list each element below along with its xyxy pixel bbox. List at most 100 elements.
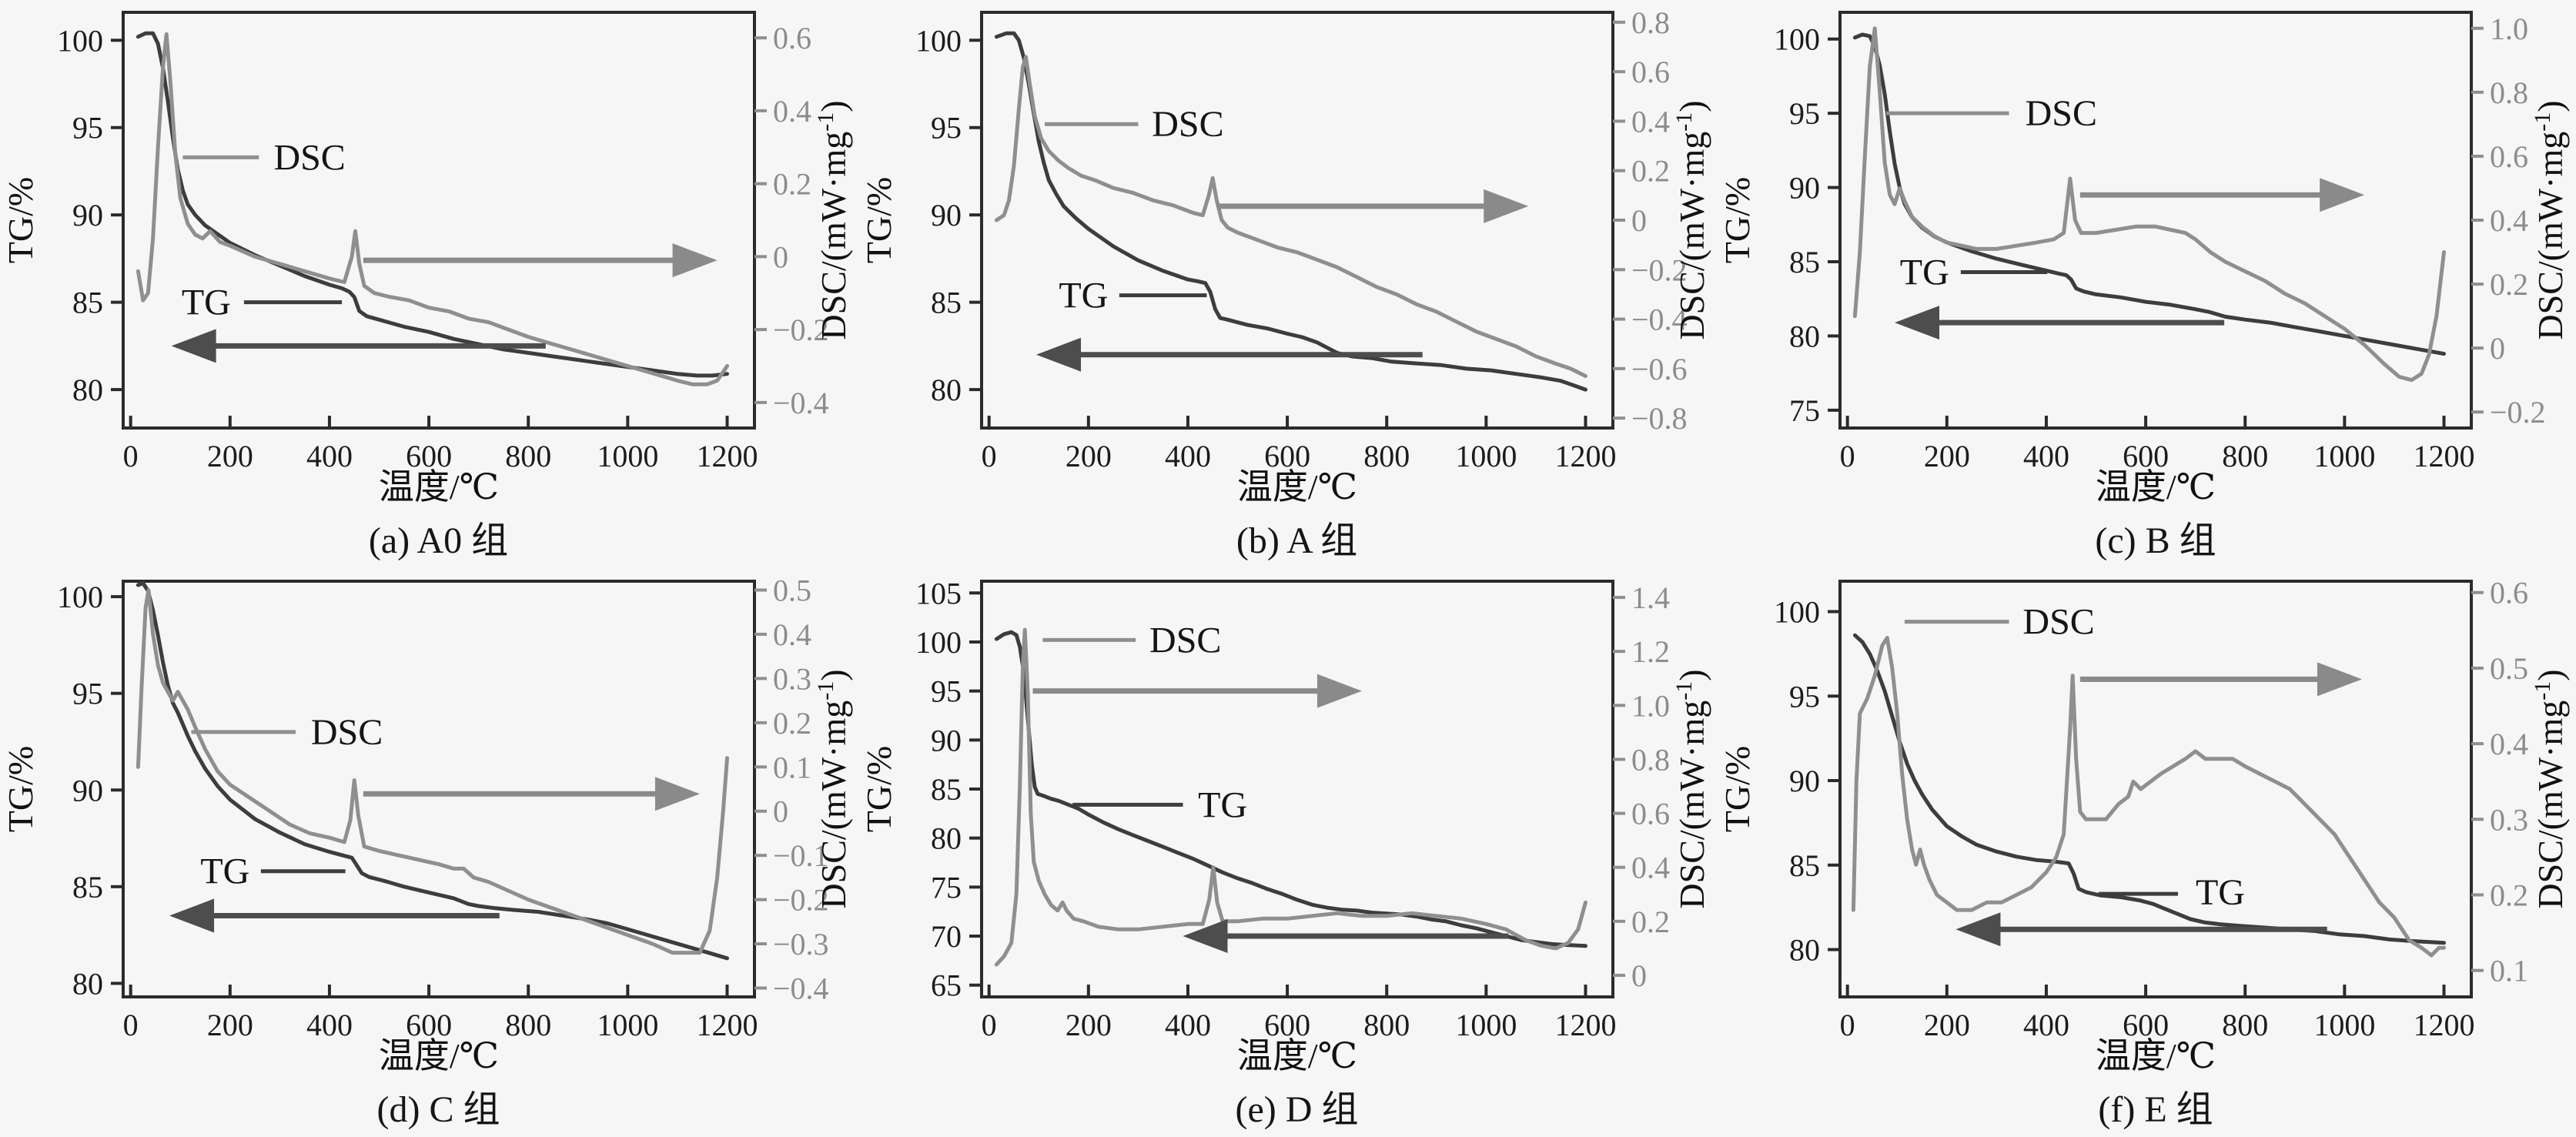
dsc-tick-label: −0.4 — [1631, 303, 1688, 337]
x-tick-label: 1200 — [2413, 1008, 2474, 1042]
tg-curve — [1852, 32, 2446, 356]
x-tick-label: 1200 — [1554, 1008, 1616, 1042]
dsc-tick-label: 0.4 — [1631, 851, 1670, 885]
tg-tick-label: 100 — [915, 625, 962, 660]
tg-axis-arrow-head — [171, 329, 216, 363]
x-axis-label: 温度/℃ — [379, 467, 499, 507]
x-tick-label: 800 — [2222, 439, 2268, 473]
chart-canvas-e: 0 200 400 600 800 1000 1200 65 70 75 80 85 90 95 100 10… — [859, 576, 1711, 1075]
tg-tick-label: 90 — [1789, 171, 1820, 206]
dsc-tick-label: 0.5 — [2490, 651, 2528, 686]
dsc-tick-label: 0.8 — [1631, 742, 1670, 777]
dsc-tick-label: 0.8 — [2490, 75, 2528, 110]
tg-tick-label: 85 — [931, 286, 962, 320]
x-tick-label: 1000 — [1455, 439, 1517, 473]
x-tick-label: 0 — [1840, 1008, 1855, 1042]
x-tick-label: 800 — [2222, 1008, 2268, 1042]
tg-tick-label: 70 — [931, 919, 962, 954]
tg-tick-label: 80 — [1789, 933, 1820, 968]
x-tick-label: 800 — [1363, 1008, 1410, 1042]
subplot-caption-f: (f) E 组 — [2098, 1089, 2213, 1130]
dsc-axis-label: DSC/(mW·mg-1) — [2530, 669, 2570, 908]
dsc-tick-label: −0.2 — [2490, 395, 2546, 430]
dsc-tick-label: 0.2 — [1631, 905, 1670, 939]
dsc-tick-label: 0 — [773, 794, 788, 829]
tg-curve — [994, 630, 1587, 948]
subplot-c: 0 200 400 600 800 1000 1200 75 80 85 90 95 100 −0.2 0 0… — [1717, 0, 2576, 569]
tg-curve — [135, 31, 729, 378]
dsc-curve — [135, 32, 729, 386]
tg-tick-label: 90 — [931, 723, 962, 757]
dsc-tick-label: 0.6 — [1631, 797, 1670, 831]
subplot-caption-b: (b) A 组 — [1236, 520, 1358, 561]
x-tick-label: 400 — [1165, 439, 1211, 473]
tg-tick-label: 75 — [1789, 393, 1820, 428]
tg-axis-arrow-head — [1183, 919, 1228, 954]
dsc-tick-label: 0.3 — [773, 661, 811, 696]
dsc-tick-label: 0.2 — [773, 706, 811, 741]
x-tick-label: 0 — [1840, 439, 1855, 473]
tg-tick-label: 100 — [57, 23, 103, 58]
tg-curve-label: TG — [1198, 784, 1247, 825]
subplot-a: 0 200 400 600 800 1000 1200 80 85 90 95 100 −0.4 −0.2… — [0, 0, 858, 569]
dsc-curve-label: DSC — [1152, 104, 1223, 145]
tg-axis-label: TG/% — [1, 746, 40, 832]
dsc-tick-label: 0.6 — [2490, 139, 2528, 174]
tg-curve-label: TG — [200, 851, 249, 892]
dsc-tick-label: 0.4 — [773, 94, 811, 129]
tg-tick-label: 95 — [931, 674, 962, 709]
dsc-tick-label: 0 — [2490, 331, 2505, 366]
tg-tick-label: 80 — [72, 373, 103, 407]
tg-curve-label: TG — [1900, 252, 1949, 293]
subplot-caption-a: (a) A0 组 — [368, 520, 509, 561]
x-tick-label: 600 — [2123, 1008, 2169, 1042]
x-tick-label: 200 — [207, 439, 253, 473]
tg-tick-label: 90 — [72, 773, 103, 808]
tg-tick-label: 85 — [72, 870, 103, 905]
dsc-axis-label: DSC/(mW·mg-1) — [1671, 100, 1711, 339]
x-tick-label: 1000 — [597, 439, 658, 473]
chart-canvas-d: 0 200 400 600 800 1000 1200 80 85 90 95 100 −0.4 −0.3… — [1, 573, 853, 1075]
dsc-tick-label: 0.6 — [2490, 576, 2528, 610]
dsc-curve — [135, 588, 729, 955]
dsc-tick-label: 0.2 — [2490, 878, 2528, 912]
dsc-tick-label: 0 — [1631, 958, 1647, 993]
dsc-tick-label: 0.4 — [2490, 727, 2528, 761]
tg-tick-label: 90 — [1789, 764, 1820, 798]
subplot-caption-c: (c) B 组 — [2095, 520, 2216, 561]
dsc-tick-label: 0.1 — [2490, 954, 2528, 988]
dsc-tick-label: 0.2 — [1631, 154, 1670, 189]
x-tick-label: 600 — [1264, 439, 1310, 473]
subplot-f: 0 200 400 600 800 1000 1200 80 85 90 95 100 0.1 0.2 0.… — [1717, 569, 2576, 1137]
dsc-tick-label: 0.4 — [773, 617, 811, 652]
x-tick-label: 800 — [505, 1008, 551, 1042]
plot-frame — [1838, 11, 2473, 430]
dsc-axis-label: DSC/(mW·mg-1) — [1671, 669, 1711, 908]
tg-tick-label: 80 — [931, 373, 962, 407]
tg-tick-label: 95 — [1789, 679, 1820, 714]
tg-tick-label: 80 — [72, 966, 103, 1001]
tg-axis-arrow-head — [169, 898, 215, 933]
dsc-tick-label: −0.2 — [773, 883, 829, 918]
dsc-axis-label: DSC/(mW·mg-1) — [813, 669, 853, 908]
tg-tick-label: 85 — [931, 772, 962, 807]
tg-tick-label: 85 — [72, 286, 103, 320]
dsc-axis-label: DSC/(mW·mg-1) — [813, 100, 853, 339]
tg-axis-arrow-head — [1955, 912, 2001, 947]
x-tick-label: 800 — [505, 439, 551, 473]
dsc-tick-label: 0.3 — [2490, 802, 2528, 837]
dsc-tick-label: 0.4 — [1631, 104, 1670, 139]
tg-curve — [135, 581, 729, 961]
x-tick-label: 1000 — [2313, 439, 2375, 473]
dsc-tick-label: 0.5 — [773, 573, 811, 607]
dsc-axis-arrow-head — [1484, 189, 1529, 223]
dsc-tick-label: 0.6 — [773, 21, 811, 55]
dsc-curve-label: DSC — [273, 137, 345, 178]
tg-tick-label: 75 — [931, 870, 962, 905]
dsc-tick-label: −0.4 — [773, 971, 829, 1006]
tg-tick-label: 95 — [931, 111, 962, 145]
x-axis-label: 温度/℃ — [1237, 467, 1357, 507]
subplot-caption-e: (e) D 组 — [1235, 1089, 1359, 1130]
dsc-tick-label: 0.8 — [1631, 5, 1670, 40]
tg-tick-label: 100 — [915, 23, 962, 58]
